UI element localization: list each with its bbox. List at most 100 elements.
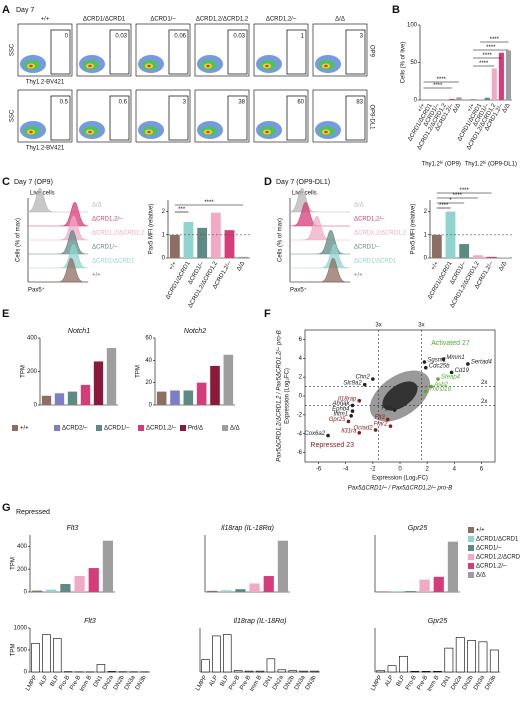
- legend-label: +/+: [92, 273, 101, 279]
- significance-label: ****: [204, 200, 214, 206]
- significance-label: ****: [459, 188, 469, 194]
- y-axis-label: TPM: [11, 557, 17, 570]
- bar: [263, 576, 274, 592]
- bar: [196, 382, 207, 405]
- gate-value: 3: [183, 100, 187, 106]
- column-header: ΔCRD1/ΔCRD1: [83, 17, 126, 23]
- legend-label: ΔCRD1/ΔCRD1: [476, 537, 519, 543]
- column-header: Δ/Δ: [335, 17, 345, 23]
- y-tick-label: 1: [162, 232, 166, 238]
- gene-point: [449, 370, 454, 375]
- group-label: Repressed 23: [310, 442, 354, 449]
- y-tick-label: 0: [34, 403, 38, 409]
- bar: [447, 541, 459, 592]
- x-tick-label: BLP: [220, 675, 231, 688]
- bar: [238, 256, 249, 258]
- bar: [183, 390, 194, 405]
- panel-letter: G: [2, 502, 11, 514]
- gene-point: [422, 360, 427, 364]
- column-header: ΔCRD1,2/–: [266, 17, 297, 23]
- legend-label: ΔCRD1/–: [476, 546, 502, 552]
- y-tick-label: 0: [24, 670, 28, 676]
- legend-label: Δ/Δ: [354, 203, 364, 209]
- y-tick-label: 1: [424, 232, 428, 238]
- legend-swatch: [468, 527, 474, 533]
- bar: [455, 637, 465, 673]
- y-tick-label: 0: [299, 394, 303, 400]
- bar: [421, 671, 431, 673]
- bar: [249, 583, 260, 592]
- density-core: [206, 64, 210, 68]
- x-tick-label: BLP: [396, 675, 407, 688]
- bar: [88, 568, 99, 592]
- x-axis-label: Pax5⁺: [290, 287, 307, 294]
- gene-label: Gpr25: [329, 417, 346, 423]
- y-axis-label: TPM: [136, 365, 142, 378]
- bar: [156, 391, 167, 405]
- gene-label: Ffar2: [373, 422, 388, 428]
- x-tick-label: 6: [480, 467, 484, 473]
- chart-title: Notch1: [68, 328, 90, 335]
- significance-label: ****: [439, 203, 449, 209]
- x-tick-label: DN3b: [305, 674, 318, 691]
- y-tick-label: 400: [17, 544, 28, 550]
- bar: [266, 658, 276, 673]
- legend-label: ΔCRD1,2/ΔCRD1,2: [354, 231, 407, 237]
- gate: [109, 95, 130, 141]
- bar: [212, 635, 221, 673]
- gene-point: [350, 409, 355, 413]
- legend-swatch: [468, 545, 474, 551]
- bar: [224, 230, 235, 258]
- gene-label: Chn2: [356, 375, 371, 381]
- threshold-label: 3x: [418, 323, 424, 329]
- y-tick-label: 2: [299, 375, 303, 381]
- bar: [399, 655, 408, 673]
- y-tick-label: 0: [424, 256, 428, 262]
- gene-point: [466, 362, 470, 366]
- y-tick-label: -4: [297, 431, 303, 437]
- gene-label: Tnfrsf19: [429, 387, 452, 393]
- bar: [405, 591, 416, 592]
- chart-title: Flt3: [67, 525, 79, 532]
- density-core: [324, 64, 328, 68]
- significance-label: ****: [437, 77, 447, 83]
- bar: [299, 670, 308, 673]
- bar: [53, 638, 62, 673]
- panel-letter: B: [392, 4, 400, 16]
- threshold-label: 3x: [375, 323, 381, 329]
- column-header: +/+: [41, 17, 50, 23]
- bar: [107, 671, 117, 673]
- gene-label: Cdc25b: [429, 363, 450, 369]
- gate: [345, 29, 366, 75]
- bar: [102, 540, 114, 592]
- legend-label: ΔCRD1/–: [104, 426, 130, 432]
- legend-swatch: [54, 425, 60, 431]
- gate: [286, 95, 307, 141]
- x-tick-label: -2: [370, 467, 376, 473]
- bar: [46, 589, 57, 592]
- bar: [106, 348, 117, 405]
- y-tick-label: 20: [145, 380, 152, 386]
- bar: [376, 591, 388, 592]
- panel-letter: E: [2, 308, 9, 320]
- significance-label: ****: [486, 45, 496, 51]
- x-tick-label: Δ/Δ: [452, 103, 462, 114]
- bar: [449, 98, 455, 100]
- legend-label: ΔCRD1/–: [92, 245, 118, 251]
- bar: [221, 590, 232, 592]
- legend-label: Prd/Δ: [188, 426, 203, 432]
- y-tick-label: -2: [297, 412, 303, 418]
- x-tick-label: -6: [316, 467, 322, 473]
- bar: [223, 634, 232, 673]
- gate-value: 0: [65, 34, 69, 40]
- bar: [444, 647, 454, 673]
- legend-label: +/+: [354, 273, 363, 279]
- legend-swatch: [12, 425, 18, 431]
- legend-label: +/+: [476, 528, 485, 534]
- bar: [505, 50, 512, 100]
- gene-point: [349, 414, 353, 418]
- bar: [42, 634, 51, 673]
- y-axis-label: SSC: [10, 109, 16, 122]
- bar: [467, 640, 476, 673]
- x-tick-label: +/+: [467, 102, 477, 113]
